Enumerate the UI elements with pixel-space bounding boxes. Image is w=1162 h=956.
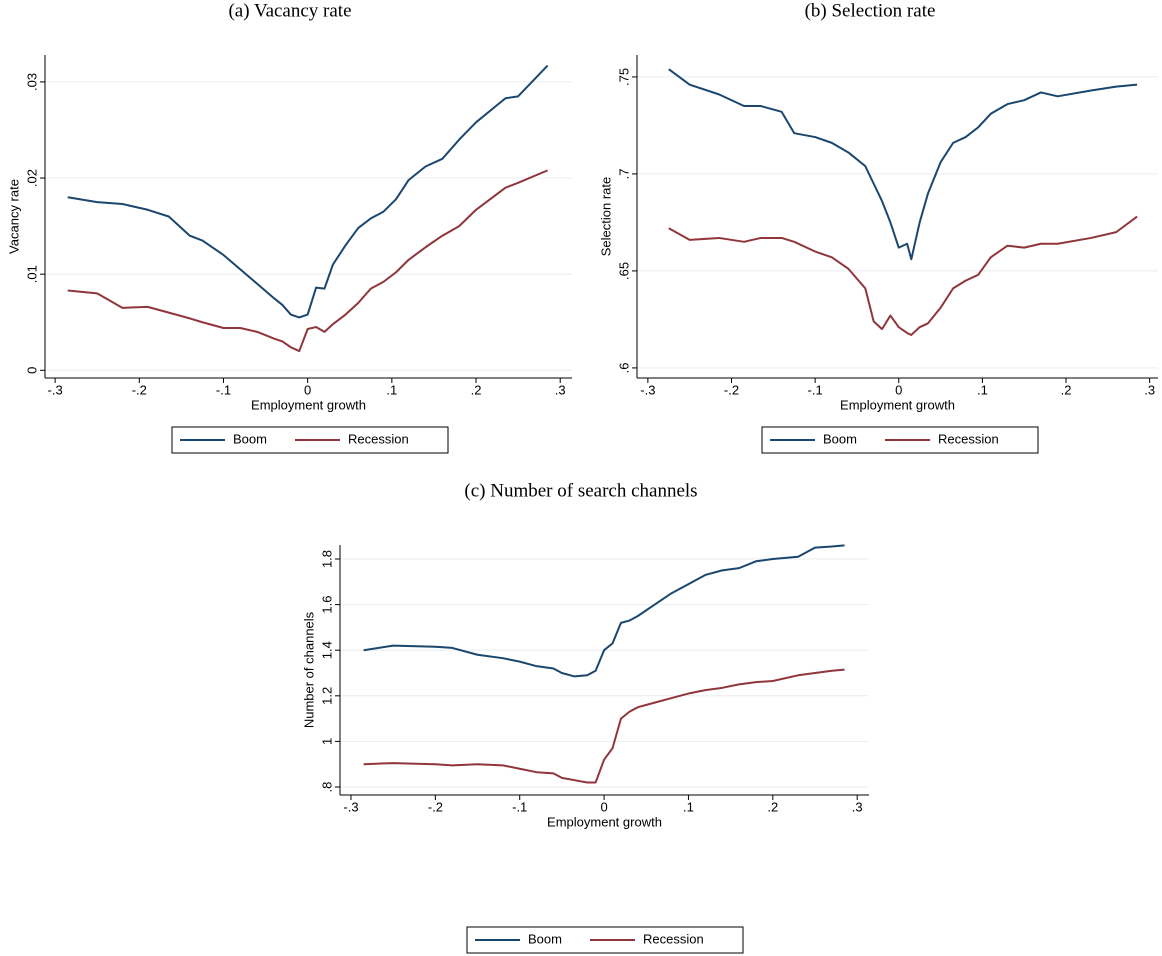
x-axis-label: Employment growth: [251, 397, 366, 412]
y-tick-label: 1.4: [319, 641, 334, 659]
x-tick-label: .1: [977, 382, 988, 397]
y-axis-label: Vacancy rate: [6, 179, 21, 254]
x-tick-label: -.3: [343, 799, 358, 814]
y-tick-label: 1: [319, 738, 334, 745]
y-tick-label: .02: [24, 169, 39, 187]
y-tick-label: 0: [24, 367, 39, 374]
legend-label: Recession: [643, 931, 704, 946]
x-tick-label: -.2: [724, 382, 739, 397]
legend-label: Boom: [528, 931, 562, 946]
y-axis-label: Selection rate: [598, 177, 613, 257]
series-line: [67, 169, 548, 353]
x-tick-label: .1: [683, 799, 694, 814]
x-tick-label: 0: [895, 382, 902, 397]
x-tick-label: -.1: [512, 799, 527, 814]
chart-title: (a) Vacancy rate: [228, 0, 351, 21]
x-tick-label: .3: [555, 382, 566, 397]
y-tick-label: .7: [616, 168, 631, 179]
series-line: [668, 68, 1138, 261]
y-tick-label: .01: [24, 265, 39, 283]
x-axis-label: Employment growth: [840, 397, 955, 412]
x-tick-label: -.3: [48, 382, 63, 397]
x-tick-label: -.1: [808, 382, 823, 397]
y-tick-label: .6: [616, 362, 631, 373]
x-tick-label: -.1: [216, 382, 231, 397]
y-tick-label: 1.6: [319, 596, 334, 614]
x-tick-label: 0: [600, 799, 607, 814]
y-tick-label: .75: [616, 68, 631, 86]
series-line: [67, 64, 549, 319]
y-tick-label: .8: [319, 782, 334, 793]
legend-label: Boom: [233, 431, 267, 446]
series-line: [668, 215, 1138, 336]
y-tick-label: .65: [616, 262, 631, 280]
chart-title: (b) Selection rate: [805, 0, 936, 21]
x-tick-label: .2: [767, 799, 778, 814]
legend-label: Recession: [348, 431, 409, 446]
x-tick-label: 0: [304, 382, 311, 397]
y-tick-label: 1.8: [319, 550, 334, 568]
x-tick-label: .2: [1061, 382, 1072, 397]
series-line: [363, 544, 845, 678]
x-tick-label: -.2: [132, 382, 147, 397]
x-tick-label: .2: [471, 382, 482, 397]
x-tick-label: -.3: [640, 382, 655, 397]
x-tick-label: .3: [1144, 382, 1155, 397]
x-axis-label: Employment growth: [547, 814, 662, 829]
x-tick-label: -.2: [428, 799, 443, 814]
chart-title: (c) Number of search channels: [464, 480, 697, 501]
y-tick-label: 1.2: [319, 687, 334, 705]
series-line: [363, 668, 845, 784]
legend-label: Boom: [823, 431, 857, 446]
x-tick-label: .3: [852, 799, 863, 814]
x-tick-label: .1: [386, 382, 397, 397]
legend-label: Recession: [938, 431, 999, 446]
y-axis-label: Number of channels: [301, 611, 316, 728]
y-tick-label: .03: [24, 73, 39, 91]
